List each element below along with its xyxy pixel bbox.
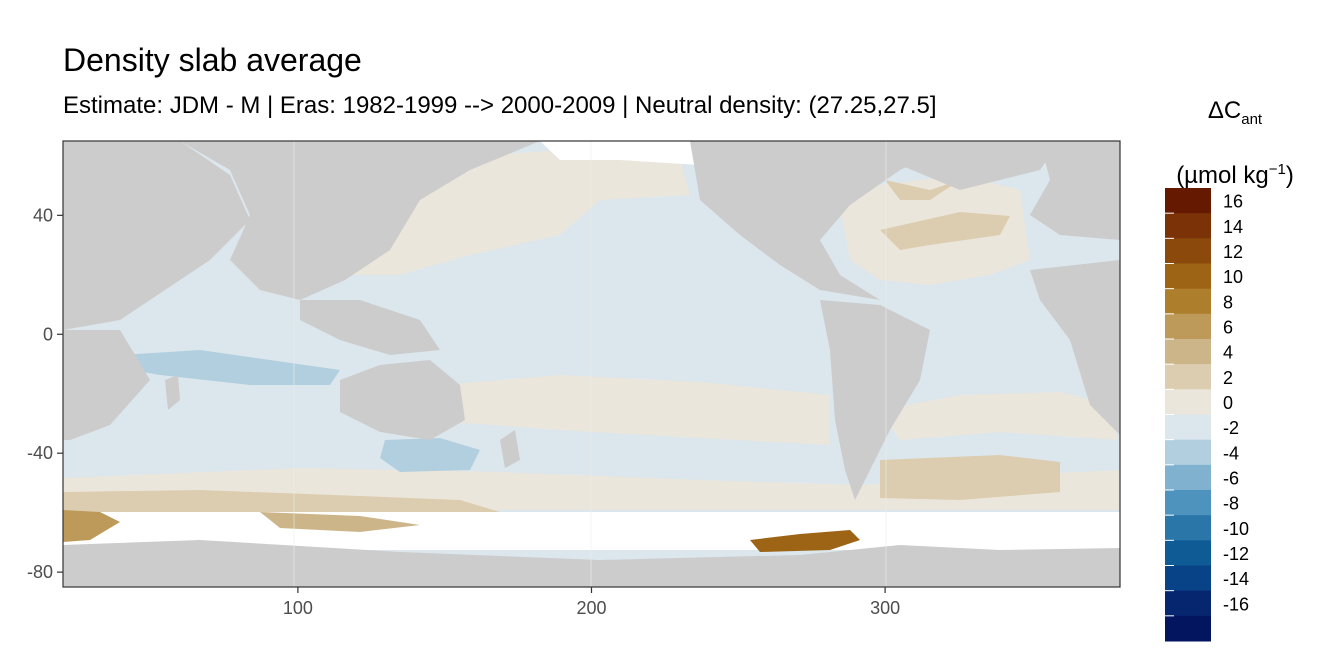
legend-title-line-1: ΔCant xyxy=(1160,86,1310,145)
atlantic-sector-positive-patch xyxy=(880,455,1060,500)
legend-label: -10 xyxy=(1223,519,1249,539)
y-tick-label: -80 xyxy=(27,562,53,582)
south-pacific-positive-band xyxy=(440,375,830,445)
north-atlantic-positive-streak-2 xyxy=(885,180,960,200)
x-tick-label: 200 xyxy=(576,598,606,618)
legend-swatch xyxy=(1165,439,1211,466)
legend-swatch xyxy=(1165,238,1211,264)
south-america-land xyxy=(820,300,930,500)
color-legend: 16 14 12 10 8 6 4 2 0 -2 -4 -6 -8 -10 -12 -14 -16 xyxy=(1165,188,1249,642)
indian-sector-positive-patch xyxy=(63,490,500,515)
y-axis: 40 0 -40 -80 xyxy=(27,205,63,582)
legend-unit-superscript: −1 xyxy=(1268,160,1286,178)
legend-label: 14 xyxy=(1223,217,1243,237)
plot-title: Density slab average xyxy=(63,42,362,78)
legend-swatch xyxy=(1165,565,1211,592)
legend-swatch xyxy=(1165,389,1211,415)
legend-swatch xyxy=(1165,414,1211,441)
legend-label: 16 xyxy=(1223,192,1243,212)
africa-east-land xyxy=(1030,260,1120,435)
maritime-continent-land xyxy=(300,300,440,355)
weddell-margin-positive-patch xyxy=(63,510,120,542)
asia-land xyxy=(180,141,540,300)
africa-land xyxy=(63,141,250,330)
legend-swatch xyxy=(1165,515,1211,541)
legend-label: 10 xyxy=(1223,267,1243,287)
australia-land xyxy=(340,360,465,440)
x-tick-label: 100 xyxy=(283,598,313,618)
ross-margin-positive-patch xyxy=(260,512,420,532)
legend-title-line-2: (µmol kg−1) xyxy=(1160,145,1310,201)
legend-label: -12 xyxy=(1223,544,1249,564)
legend-swatch xyxy=(1165,464,1211,491)
legend-label: -14 xyxy=(1223,569,1249,589)
map-panel xyxy=(62,140,1121,588)
legend-swatch xyxy=(1165,213,1211,239)
y-tick-label: 0 xyxy=(43,324,53,344)
legend-swatch xyxy=(1165,188,1211,214)
arctic-no-data-1 xyxy=(540,141,700,165)
legend-label: -2 xyxy=(1223,418,1239,438)
y-tick-label: -40 xyxy=(27,443,53,463)
legend-title-main: ΔC xyxy=(1207,97,1242,124)
south-indian-negative-patch xyxy=(380,438,480,472)
legend-swatch xyxy=(1165,615,1211,642)
south-atlantic-positive-band xyxy=(880,392,1118,440)
legend-label: 0 xyxy=(1223,393,1233,413)
legend-swatch xyxy=(1165,339,1211,365)
new-zealand-land xyxy=(500,430,520,468)
legend-label: -6 xyxy=(1223,468,1239,488)
legend-label: 8 xyxy=(1223,292,1233,312)
legend-swatch xyxy=(1165,288,1211,315)
legend-label: -4 xyxy=(1223,443,1239,463)
legend-label: 12 xyxy=(1223,242,1243,262)
amundsen-sea-positive-patch xyxy=(750,530,860,552)
legend-swatch xyxy=(1165,263,1211,290)
madagascar-land xyxy=(165,375,180,410)
legend-title-subscript: ant xyxy=(1241,110,1263,128)
legend-unit-prefix: (µmol kg xyxy=(1176,161,1269,189)
legend-label: 4 xyxy=(1223,343,1233,363)
north-america-land xyxy=(690,141,960,300)
legend-swatch xyxy=(1165,490,1211,516)
legend-label: 6 xyxy=(1223,317,1233,337)
legend-label: -8 xyxy=(1223,494,1239,514)
africa-south-land xyxy=(63,330,150,440)
legend-swatch xyxy=(1165,364,1211,390)
legend-unit-suffix: ) xyxy=(1285,161,1294,189)
legend-label: -16 xyxy=(1223,594,1249,614)
legend-swatch xyxy=(1165,590,1211,617)
x-tick-label: 300 xyxy=(870,598,900,618)
legend-label: 2 xyxy=(1223,368,1233,388)
legend-title: ΔCant (µmol kg−1) xyxy=(1160,86,1310,201)
legend-swatch xyxy=(1165,540,1211,566)
europe-land xyxy=(1030,141,1120,240)
legend-swatch xyxy=(1165,313,1211,340)
greenland-land xyxy=(880,141,1060,190)
y-tick-label: 40 xyxy=(33,205,53,225)
x-axis: 100 200 300 xyxy=(283,587,900,618)
plot-subtitle: Estimate: JDM - M | Eras: 1982-1999 --> … xyxy=(63,92,937,119)
north-atlantic-positive-streak xyxy=(880,212,1010,250)
